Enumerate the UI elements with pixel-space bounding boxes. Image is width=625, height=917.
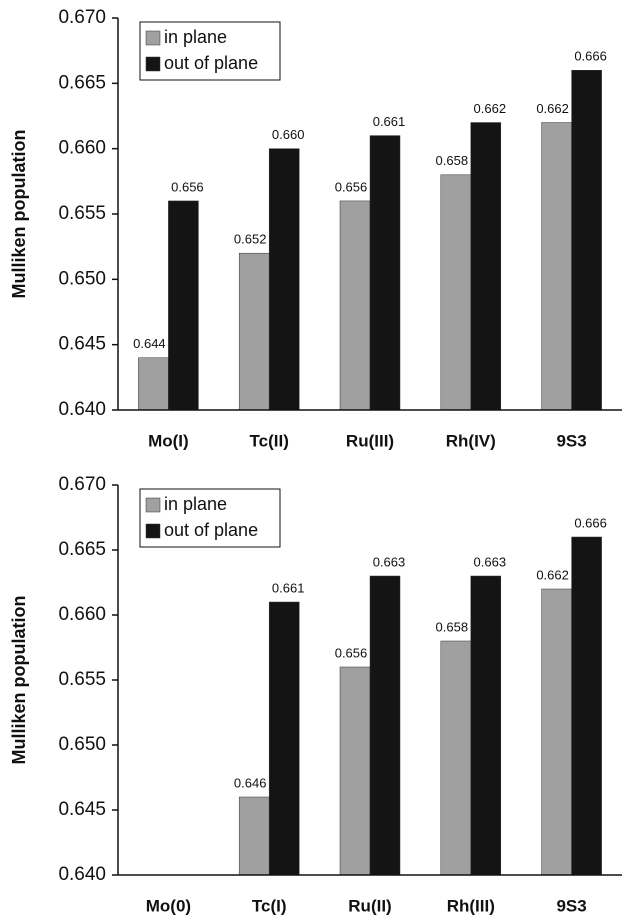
value-label: 0.666 — [574, 49, 607, 64]
y-tick-label: 0.640 — [58, 864, 106, 885]
value-label: 0.660 — [272, 127, 305, 142]
legend-swatch — [145, 497, 161, 513]
bar — [470, 122, 502, 411]
value-label: 0.661 — [272, 580, 305, 595]
bar — [470, 575, 502, 876]
y-tick-label: 0.645 — [58, 334, 106, 355]
x-tick-label: Mo(I) — [148, 431, 189, 450]
y-tick-label: 0.650 — [58, 268, 106, 289]
y-tick-label: 0.665 — [58, 72, 106, 93]
x-tick-label: 9S3 — [556, 431, 586, 450]
bar — [440, 174, 472, 411]
value-label: 0.666 — [574, 515, 607, 530]
legend-label: out of plane — [164, 520, 258, 540]
value-label: 0.656 — [171, 179, 204, 194]
y-tick-label: 0.660 — [58, 604, 106, 625]
value-label: 0.656 — [335, 179, 368, 194]
legend-swatch — [145, 56, 161, 72]
bar — [369, 575, 401, 876]
value-label: 0.656 — [335, 645, 368, 660]
y-tick-label: 0.665 — [58, 539, 106, 560]
bar — [440, 640, 472, 876]
x-tick-label: Ru(III) — [346, 431, 394, 450]
value-label: 0.658 — [436, 619, 469, 634]
bar — [268, 601, 300, 876]
y-axis-label: Mulliken population — [9, 596, 29, 765]
bar — [238, 796, 270, 876]
bar — [571, 70, 602, 411]
y-tick-label: 0.645 — [58, 799, 106, 820]
bar — [138, 357, 169, 411]
y-tick-label: 0.670 — [58, 7, 106, 28]
legend-label: in plane — [164, 494, 227, 514]
y-tick-label: 0.640 — [58, 399, 106, 420]
value-label: 0.646 — [234, 775, 267, 790]
value-label: 0.658 — [436, 153, 469, 168]
y-tick-label: 0.660 — [58, 138, 106, 159]
legend-label: out of plane — [164, 53, 258, 73]
y-tick-label: 0.655 — [58, 669, 106, 690]
legend-label: in plane — [164, 27, 227, 47]
value-label: 0.662 — [474, 101, 507, 116]
y-tick-label: 0.655 — [58, 203, 106, 224]
x-tick-label: 9S3 — [556, 896, 586, 915]
legend-swatch — [145, 30, 161, 46]
bar — [541, 122, 572, 411]
x-tick-label: Rh(III) — [447, 896, 495, 915]
value-label: 0.661 — [373, 114, 406, 129]
bar — [571, 536, 602, 876]
bar — [238, 252, 270, 411]
bar — [339, 200, 371, 411]
value-label: 0.644 — [133, 336, 166, 351]
bar — [268, 148, 300, 411]
y-tick-label: 0.650 — [58, 734, 106, 755]
bar — [339, 666, 371, 876]
x-tick-label: Tc(I) — [252, 896, 287, 915]
legend-box — [139, 21, 281, 81]
bar — [369, 135, 401, 411]
bar — [541, 588, 572, 876]
legend-box — [139, 488, 281, 548]
value-label: 0.663 — [474, 554, 507, 569]
x-tick-label: Rh(IV) — [446, 431, 496, 450]
bar — [168, 200, 199, 411]
y-axis-label: Mulliken population — [9, 130, 29, 299]
x-tick-label: Tc(II) — [250, 431, 289, 450]
value-label: 0.652 — [234, 232, 267, 247]
value-label: 0.663 — [373, 554, 406, 569]
value-label: 0.662 — [536, 101, 569, 116]
y-tick-label: 0.670 — [58, 474, 106, 495]
x-tick-label: Mo(0) — [146, 896, 191, 915]
x-tick-label: Ru(II) — [348, 896, 391, 915]
legend-swatch — [145, 523, 161, 539]
value-label: 0.662 — [536, 567, 569, 582]
